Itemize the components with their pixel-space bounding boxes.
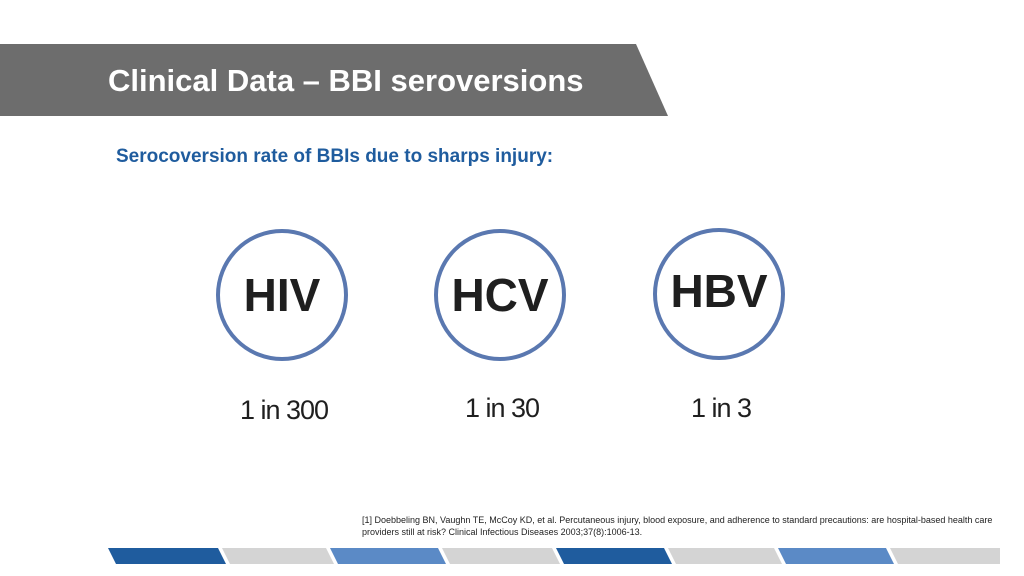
reference-citation: [1] Doebbeling BN, Vaughn TE, McCoy KD, … <box>362 515 993 537</box>
hbv-circle: HBV <box>653 228 785 360</box>
footer-segment-5 <box>556 548 672 564</box>
hiv-rate: 1 in 300 <box>239 395 329 425</box>
hbv-label: HBV <box>670 265 768 317</box>
footer-bar-graphic <box>108 548 1000 564</box>
slide-subtitle: Serocoversion rate of BBIs due to sharps… <box>116 146 554 167</box>
footer-decorative-bar <box>108 548 1000 564</box>
footer-segment-1 <box>108 548 226 564</box>
hbv-rate: 1 in 3 <box>690 393 752 423</box>
footer-segment-8 <box>890 548 1000 564</box>
hcv-rate: 1 in 30 <box>464 393 540 423</box>
hiv-circle: HIV <box>216 229 348 361</box>
footer-segment-7 <box>778 548 894 564</box>
hiv-label: HIV <box>243 269 321 321</box>
footer-segment-2 <box>222 548 334 564</box>
hcv-label: HCV <box>451 269 549 321</box>
hcv-circle: HCV <box>434 229 566 361</box>
footer-segment-3 <box>330 548 446 564</box>
footer-segment-4 <box>442 548 560 564</box>
title-banner <box>0 44 668 116</box>
footer-segment-6 <box>668 548 782 564</box>
slide-title: Clinical Data – BBI seroversions <box>108 63 584 98</box>
